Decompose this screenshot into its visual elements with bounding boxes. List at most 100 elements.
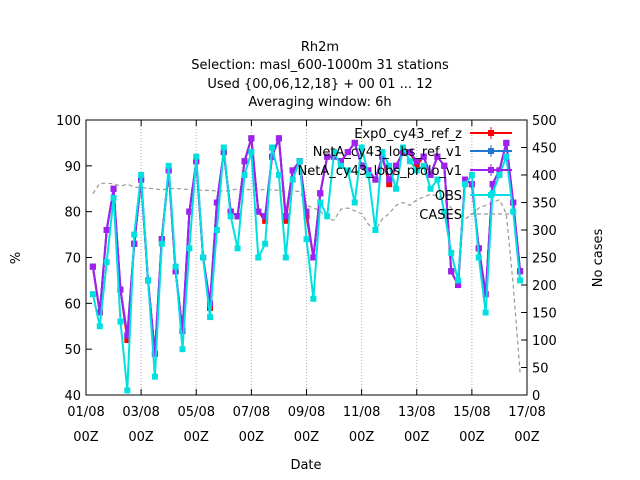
data-point (420, 162, 427, 169)
y2-tick-label: 0 (532, 389, 540, 404)
data-point (461, 176, 468, 183)
x-tick-label-hour: 00Z (184, 430, 210, 445)
data-point (324, 153, 331, 160)
data-point (282, 213, 289, 220)
data-point (413, 167, 420, 174)
data-point (241, 158, 248, 165)
data-point (213, 227, 220, 233)
plot-frame (85, 119, 528, 396)
data-point (151, 350, 158, 357)
y-tick-label: 60 (64, 297, 81, 312)
x-tick-label-hour: 00Z (294, 430, 320, 445)
chart-subtitle-window: Averaging window: 6h (248, 95, 391, 110)
data-point (207, 300, 214, 307)
y2-axis-label: No cases (591, 229, 606, 288)
y2-tick-label: 200 (532, 279, 557, 294)
data-point (89, 291, 96, 298)
legend-entry-exp0-cy43-ref-z: Exp0_cy43_ref_z (354, 127, 512, 142)
legend-entry-neta-cy43-lobs-prolo-v1: NetA_cy43_lobs_prolo_v1 (298, 164, 512, 179)
data-point (124, 337, 131, 343)
data-point (434, 176, 441, 183)
y-tick-label: 70 (64, 252, 81, 267)
data-point (386, 162, 393, 169)
data-point (186, 208, 193, 215)
data-point (262, 213, 269, 220)
data-point (365, 167, 372, 174)
data-point (420, 153, 427, 160)
data-point (455, 282, 462, 288)
data-point (110, 194, 117, 201)
y-tick-label: 90 (64, 160, 81, 175)
data-point (372, 227, 379, 233)
y-tick-label: 100 (56, 114, 81, 129)
data-point (220, 144, 227, 151)
data-point (262, 217, 269, 224)
x-tick-label-hour: 00Z (349, 430, 375, 445)
data-point (317, 199, 324, 206)
legend-label: NetA_cy43_lobs_prolo_v1 (298, 164, 462, 179)
data-point (510, 208, 517, 215)
data-point (399, 144, 406, 151)
data-point (117, 286, 124, 293)
x-tick-label-hour: 00Z (514, 430, 540, 445)
data-point (517, 277, 524, 284)
data-point (413, 162, 420, 169)
data-point (124, 387, 131, 394)
data-point (393, 185, 400, 192)
x-tick-label-date: 09/08 (288, 405, 325, 420)
x-tick-label-hour: 00Z (459, 430, 485, 445)
data-point (248, 149, 255, 156)
y2-tick-label: 250 (532, 252, 557, 267)
x-axis-label: Date (290, 458, 321, 473)
data-point (337, 162, 344, 169)
data-point (303, 208, 310, 215)
y-tick-label: 40 (64, 389, 81, 404)
data-point (324, 213, 331, 220)
data-point (372, 176, 379, 183)
data-point (96, 309, 103, 316)
x-tick-label-hour: 00Z (128, 430, 154, 445)
data-point (434, 153, 441, 160)
data-point (165, 162, 172, 169)
data-point (275, 172, 282, 178)
data-point (241, 172, 248, 178)
legend-label: NetA_cy43_lobs_ref_v1 (313, 145, 462, 160)
y2-tick-label: 150 (532, 307, 557, 322)
data-point (344, 167, 351, 174)
legend: Exp0_cy43_ref_z NetA_cy43_lobs_ref_v1 NetA… (298, 127, 512, 223)
y2-tick-label: 450 (532, 142, 557, 157)
x-tick-label-date: 15/08 (453, 405, 490, 420)
y-axis-label: % (9, 252, 24, 264)
x-tick-label-hour: 00Z (404, 430, 430, 445)
x-tick-label-date: 17/08 (508, 405, 545, 420)
data-point (386, 176, 393, 183)
data-point (296, 158, 303, 165)
data-point (151, 373, 158, 380)
data-point (255, 208, 262, 215)
data-point (393, 162, 400, 169)
chart-title: Rh2m (301, 40, 339, 55)
y2-tick-label: 350 (532, 197, 557, 212)
data-point (358, 162, 365, 169)
data-point (262, 240, 269, 247)
legend-label: CASES (419, 208, 462, 223)
data-point (269, 144, 276, 151)
data-point (207, 314, 214, 321)
legend-label: Exp0_cy43_ref_z (354, 127, 462, 142)
data-point (337, 158, 344, 165)
y2-tick-label: 400 (532, 169, 557, 184)
data-point (103, 227, 110, 233)
x-tick-label-date: 01/08 (67, 405, 104, 420)
data-point (310, 295, 317, 302)
data-point (317, 190, 324, 197)
data-point (489, 181, 496, 188)
x-tick-label-date: 11/08 (343, 405, 380, 420)
data-point (503, 139, 510, 146)
data-point (441, 208, 448, 215)
data-point (200, 254, 207, 261)
data-point (310, 254, 317, 261)
x-tick-label-hour: 00Z (239, 430, 265, 445)
data-point (213, 199, 220, 206)
legend-entry-cases: CASES (419, 208, 512, 223)
